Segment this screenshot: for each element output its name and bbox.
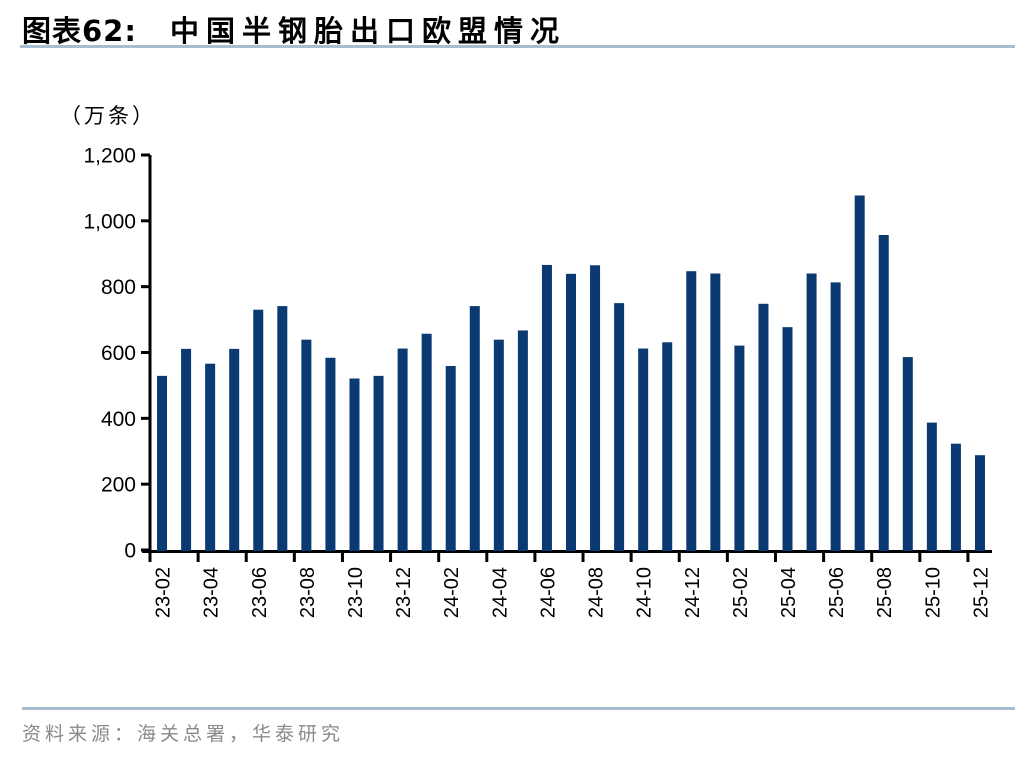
bar-24-05	[517, 330, 528, 551]
bar-25-07	[854, 195, 865, 552]
x-axis-tick-label: 25-10	[922, 567, 944, 618]
y-axis-tick-label: 800	[101, 276, 136, 299]
bar-25-04	[782, 327, 793, 551]
bar-24-03	[469, 306, 480, 551]
bar-24-07	[566, 273, 576, 551]
bar-24-11	[662, 342, 673, 551]
x-axis-tick-label: 25-08	[874, 567, 896, 618]
bar-23-10	[349, 378, 360, 551]
x-axis-tick-label: 24-04	[489, 567, 511, 618]
x-axis-tick-label: 24-10	[634, 567, 656, 618]
y-axis-tick-label: 200	[101, 474, 136, 497]
bar-23-03	[181, 348, 192, 551]
bar-23-02	[157, 375, 168, 551]
bar-25-02	[734, 345, 745, 551]
bar-23-04	[205, 363, 216, 551]
bar-23-09	[325, 357, 336, 551]
bar-24-12	[686, 271, 697, 551]
footer-divider-rule	[22, 707, 1015, 710]
x-axis-tick-label: 23-06	[249, 567, 271, 618]
x-axis-tick-label: 24-08	[586, 567, 608, 618]
bar-24-01	[421, 333, 432, 551]
x-axis-tick-label: 25-12	[970, 567, 992, 618]
source-note: 资料来源：海关总署，华泰研究	[22, 723, 345, 745]
bar-25-09	[902, 357, 913, 551]
y-axis-tick-label: 0	[124, 540, 136, 563]
bar-25-03	[758, 303, 769, 551]
bar-25-10	[926, 422, 937, 551]
chart-title: 中国半钢胎出口欧盟情况	[169, 14, 566, 48]
bar-24-02	[445, 365, 456, 551]
bar-24-08	[590, 265, 601, 551]
x-axis-tick-label: 23-08	[297, 567, 319, 618]
bar-25-01	[710, 273, 721, 551]
y-axis-tick-label: 600	[101, 342, 136, 365]
bar-23-07	[277, 306, 288, 551]
x-axis-tick-label: 24-12	[682, 567, 704, 618]
bar-24-04	[493, 339, 504, 551]
bar-23-11	[373, 375, 384, 551]
bar-24-10	[638, 348, 649, 551]
bar-24-06	[541, 264, 552, 551]
bar-25-12	[974, 455, 985, 551]
x-axis-tick-label: 23-04	[201, 567, 223, 618]
x-axis-tick-label: 24-02	[441, 567, 463, 618]
bar-24-09	[614, 303, 625, 551]
figure-number-label: 图表62:	[22, 14, 137, 48]
bar-23-06	[253, 309, 264, 551]
x-axis-tick-label: 25-02	[730, 567, 752, 618]
y-axis-tick-label: 1,000	[83, 210, 136, 233]
y-axis-tick-label: 400	[101, 408, 136, 431]
x-axis-tick-label: 24-06	[537, 567, 559, 618]
bar-23-08	[301, 339, 312, 551]
bar-25-11	[950, 443, 961, 551]
y-axis-unit-label: （万条）	[60, 104, 156, 128]
bar-25-05	[806, 273, 817, 551]
bar-25-06	[830, 282, 841, 551]
x-axis-tick-label: 25-06	[826, 567, 848, 618]
bar-23-12	[397, 348, 408, 551]
x-axis-tick-label: 23-10	[345, 567, 367, 618]
title-divider-rule	[20, 45, 1015, 48]
y-axis-tick-label: 1,200	[83, 145, 136, 168]
x-axis-tick-label: 23-12	[393, 567, 415, 618]
chart-header: 图表62: 中国半钢胎出口欧盟情况	[22, 8, 566, 50]
x-axis-tick-label: 25-04	[778, 567, 800, 618]
x-axis-tick-label: 23-02	[153, 567, 175, 618]
bar-25-08	[878, 234, 889, 552]
bar-23-05	[229, 348, 240, 551]
bar-chart-canvas: 0 200 400 600 800 1,000 1,200 23-02 23-04 23-06 23…	[83, 145, 992, 619]
